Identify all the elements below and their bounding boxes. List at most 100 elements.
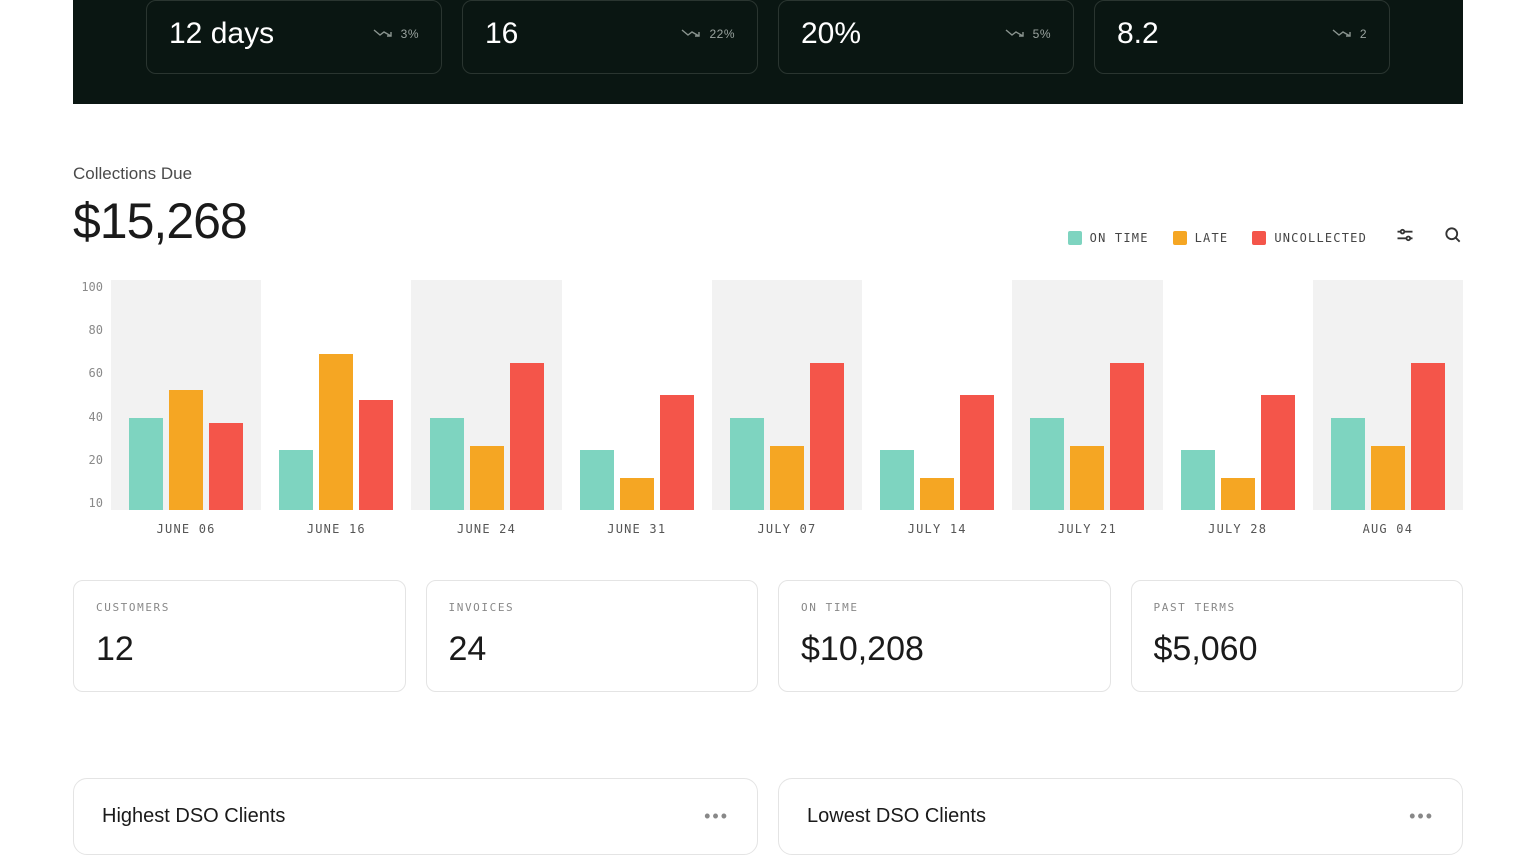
kpi-value: 12 days [169, 17, 274, 51]
bar-uncollected [1411, 363, 1445, 510]
bar-late [770, 446, 804, 510]
chart-legend: ON TIME LATE UNCOLLECTED [1068, 231, 1367, 245]
collections-amount: $15,268 [73, 192, 247, 250]
kpi-card[interactable]: 16 22% [462, 0, 758, 74]
kpi-header: 12 days3%1622%20%5%8.22 [73, 0, 1463, 104]
bar-group[interactable] [712, 280, 862, 510]
panel-title: Lowest DSO Clients [807, 805, 986, 828]
bar-group[interactable] [261, 280, 411, 510]
kpi-trend: 5% [1005, 27, 1051, 41]
bar-late [169, 390, 203, 510]
bar-uncollected [810, 363, 844, 510]
stat-label: INVOICES [449, 601, 736, 614]
dso-panel[interactable]: Highest DSO Clients ••• [73, 778, 758, 855]
bar-group[interactable] [411, 280, 561, 510]
stat-label: CUSTOMERS [96, 601, 383, 614]
panel-title: Highest DSO Clients [102, 805, 285, 828]
bar-uncollected [209, 423, 243, 510]
y-tick: 10 [89, 496, 103, 510]
kpi-trend: 2 [1332, 27, 1367, 41]
more-icon[interactable]: ••• [704, 806, 729, 827]
stat-value: $5,060 [1154, 630, 1441, 669]
bar-on-time [1030, 418, 1064, 510]
bar-uncollected [359, 400, 393, 510]
bar-late [319, 354, 353, 510]
x-tick: JULY 21 [1012, 510, 1162, 536]
bar-group[interactable] [1012, 280, 1162, 510]
x-tick: JUNE 31 [562, 510, 712, 536]
legend-label: ON TIME [1090, 231, 1149, 245]
bar-uncollected [1261, 395, 1295, 510]
bar-on-time [1181, 450, 1215, 510]
trend-down-icon [1332, 27, 1354, 41]
kpi-trend: 3% [373, 27, 419, 41]
bar-on-time [279, 450, 313, 510]
x-tick: AUG 04 [1313, 510, 1463, 536]
stat-card[interactable]: CUSTOMERS 12 [73, 580, 406, 692]
bar-uncollected [960, 395, 994, 510]
bar-late [1371, 446, 1405, 510]
trend-down-icon [373, 27, 395, 41]
x-tick: JULY 28 [1163, 510, 1313, 536]
x-tick: JULY 14 [862, 510, 1012, 536]
kpi-card[interactable]: 20% 5% [778, 0, 1074, 74]
bar-late [1070, 446, 1104, 510]
y-tick: 80 [89, 323, 103, 337]
bar-on-time [880, 450, 914, 510]
legend-label: UNCOLLECTED [1274, 231, 1367, 245]
y-tick: 60 [89, 366, 103, 380]
bar-late [920, 478, 954, 510]
x-tick: JUNE 06 [111, 510, 261, 536]
stat-value: $10,208 [801, 630, 1088, 669]
trend-down-icon [681, 27, 703, 41]
legend-item: UNCOLLECTED [1252, 231, 1367, 245]
bar-uncollected [660, 395, 694, 510]
bar-group[interactable] [111, 280, 261, 510]
legend-swatch-icon [1252, 231, 1266, 245]
kpi-value: 20% [801, 17, 861, 51]
bar-on-time [129, 418, 163, 510]
stat-value: 24 [449, 630, 736, 669]
kpi-value: 8.2 [1117, 17, 1159, 51]
kpi-card[interactable]: 8.22 [1094, 0, 1390, 74]
x-tick: JULY 07 [712, 510, 862, 536]
collections-chart: 100 80 60 40 20 10 [73, 280, 1463, 510]
stat-card[interactable]: INVOICES 24 [426, 580, 759, 692]
bar-uncollected [510, 363, 544, 510]
trend-down-icon [1005, 27, 1027, 41]
legend-item: LATE [1173, 231, 1229, 245]
bar-group[interactable] [1313, 280, 1463, 510]
dso-panel[interactable]: Lowest DSO Clients ••• [778, 778, 1463, 855]
y-tick: 40 [89, 410, 103, 424]
x-tick: JUNE 16 [261, 510, 411, 536]
bar-late [620, 478, 654, 510]
bar-on-time [730, 418, 764, 510]
more-icon[interactable]: ••• [1409, 806, 1434, 827]
legend-item: ON TIME [1068, 231, 1149, 245]
x-tick: JUNE 24 [411, 510, 561, 536]
bar-on-time [1331, 418, 1365, 510]
bar-late [1221, 478, 1255, 510]
legend-label: LATE [1195, 231, 1229, 245]
kpi-trend: 22% [681, 27, 735, 41]
stat-value: 12 [96, 630, 383, 669]
bar-late [470, 446, 504, 510]
stat-label: PAST TERMS [1154, 601, 1441, 614]
filter-icon[interactable] [1395, 225, 1415, 250]
kpi-value: 16 [485, 17, 518, 51]
bar-on-time [580, 450, 614, 510]
kpi-card[interactable]: 12 days 3% [146, 0, 442, 74]
bar-on-time [430, 418, 464, 510]
bar-group[interactable] [1163, 280, 1313, 510]
bar-group[interactable] [862, 280, 1012, 510]
y-tick: 100 [81, 280, 103, 294]
bar-uncollected [1110, 363, 1144, 510]
stat-card[interactable]: PAST TERMS $5,060 [1131, 580, 1464, 692]
stat-card[interactable]: ON TIME $10,208 [778, 580, 1111, 692]
search-icon[interactable] [1443, 225, 1463, 250]
bar-group[interactable] [562, 280, 712, 510]
legend-swatch-icon [1173, 231, 1187, 245]
y-tick: 20 [89, 453, 103, 467]
stat-label: ON TIME [801, 601, 1088, 614]
legend-swatch-icon [1068, 231, 1082, 245]
